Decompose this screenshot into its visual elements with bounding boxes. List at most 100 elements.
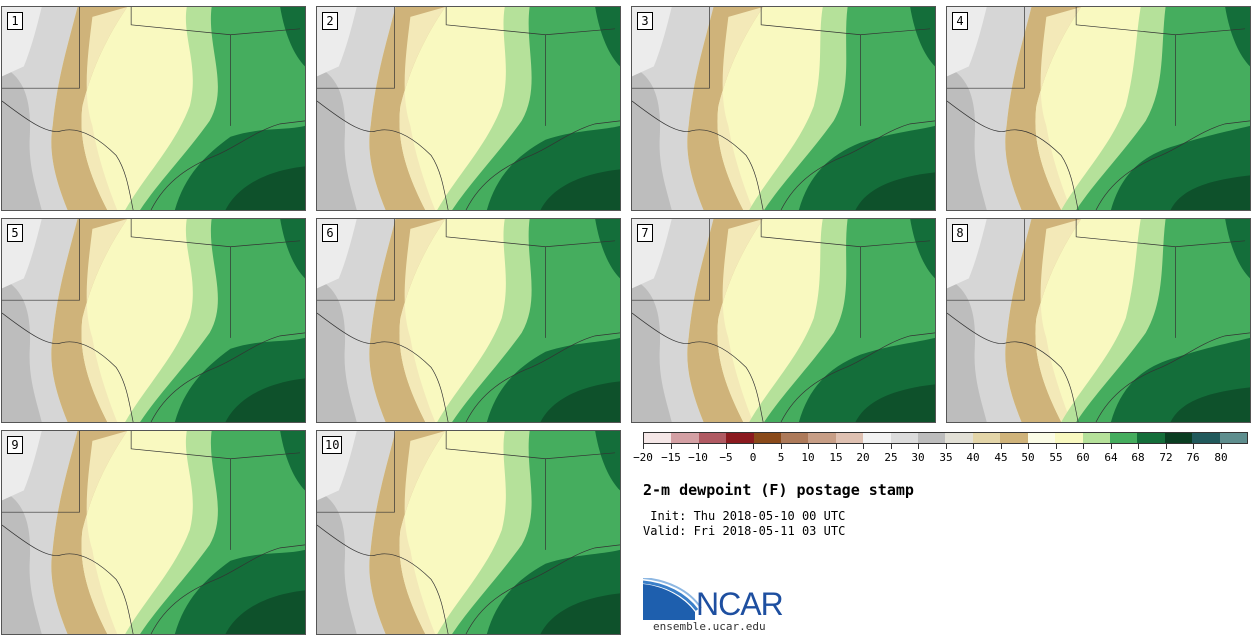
stamp-panel-7: 7 <box>631 218 936 423</box>
colorbar-tick <box>1083 444 1084 449</box>
colorbar-swatch <box>808 433 836 443</box>
colorbar-swatch <box>835 433 864 443</box>
colorbar-tick <box>643 444 644 449</box>
init-time: Init: Thu 2018-05-10 00 UTC <box>643 509 846 523</box>
colorbar-tick-label: 50 <box>1021 451 1035 464</box>
colorbar-swatch <box>726 433 754 443</box>
dewpoint-map <box>632 7 935 210</box>
colorbar-tick-label: 30 <box>911 451 925 464</box>
colorbar-tick <box>781 444 782 449</box>
ncar-logo-icon <box>643 578 702 620</box>
stamp-number: 3 <box>637 12 653 30</box>
colorbar-tick <box>973 444 974 449</box>
colorbar-tick <box>1111 444 1112 449</box>
stamp-number: 8 <box>952 224 968 242</box>
stamp-panel-1: 1 <box>1 6 306 211</box>
stamp-number: 4 <box>952 12 968 30</box>
colorbar-tick-label: 55 <box>1049 451 1063 464</box>
colorbar-tick-label: −10 <box>688 451 708 464</box>
colorbar-swatch <box>863 433 891 443</box>
colorbar-tick-label: 45 <box>994 451 1008 464</box>
colorbar-swatch <box>1192 433 1220 443</box>
colorbar-tick-label: 15 <box>829 451 843 464</box>
colorbar-tick <box>1166 444 1167 449</box>
colorbar-tick-label: 68 <box>1131 451 1145 464</box>
colorbar-ticks: −20 −15 −10 −5 0 5 10 15 20 25 30 35 40 45 50 55 60 64 68 7… <box>633 444 1248 466</box>
colorbar-tick <box>808 444 809 449</box>
colorbar-tick <box>726 444 727 449</box>
stamp-panel-9: 9 <box>1 430 306 635</box>
plot-title: 2-m dewpoint (F) postage stamp <box>643 481 914 499</box>
colorbar-tick-label: −15 <box>661 451 681 464</box>
colorbar-swatch <box>644 433 672 443</box>
colorbar-tick <box>918 444 919 449</box>
stamp-panel-3: 3 <box>631 6 936 211</box>
colorbar-tick-label: 64 <box>1104 451 1118 464</box>
colorbar-swatch <box>1164 433 1193 443</box>
stamp-panel-10: 10 <box>316 430 621 635</box>
colorbar-tick-label: 25 <box>884 451 898 464</box>
colorbar-tick <box>1221 444 1222 449</box>
colorbar-swatch <box>1109 433 1138 443</box>
dewpoint-map <box>2 219 305 422</box>
stamp-panel-6: 6 <box>316 218 621 423</box>
stamp-number: 7 <box>637 224 653 242</box>
logo-wordmark: NCAR <box>696 586 784 622</box>
colorbar-tick-label: −20 <box>633 451 653 464</box>
colorbar <box>643 432 1248 444</box>
colorbar-swatch <box>1027 433 1056 443</box>
stamp-panel-5: 5 <box>1 218 306 423</box>
colorbar-tick-label: 76 <box>1186 451 1200 464</box>
colorbar-swatch <box>972 433 1001 443</box>
colorbar-swatch <box>1055 433 1083 443</box>
colorbar-tick <box>836 444 837 449</box>
colorbar-tick <box>1056 444 1057 449</box>
colorbar-swatch <box>753 433 782 443</box>
dewpoint-map <box>317 431 620 634</box>
colorbar-swatch <box>781 433 809 443</box>
colorbar-swatch <box>671 433 699 443</box>
colorbar-tick <box>891 444 892 449</box>
stamp-panel-2: 2 <box>316 6 621 211</box>
colorbar-tick <box>1028 444 1029 449</box>
dewpoint-map <box>317 7 620 210</box>
colorbar-swatch <box>1219 433 1247 443</box>
colorbar-swatch <box>1000 433 1028 443</box>
colorbar-swatch <box>918 433 946 443</box>
colorbar-tick-label: 10 <box>801 451 815 464</box>
stamp-number: 5 <box>7 224 23 242</box>
colorbar-swatch <box>1137 433 1165 443</box>
colorbar-tick-label: 72 <box>1159 451 1173 464</box>
colorbar-tick-label: 5 <box>777 451 785 464</box>
valid-time: Valid: Fri 2018-05-11 03 UTC <box>643 524 846 538</box>
colorbar-tick-label: −5 <box>719 451 733 464</box>
dewpoint-map <box>947 7 1250 210</box>
colorbar-swatch <box>890 433 919 443</box>
colorbar-tick <box>1138 444 1139 449</box>
stamp-number: 1 <box>7 12 23 30</box>
stamp-number: 6 <box>322 224 338 242</box>
stamp-number: 2 <box>322 12 338 30</box>
colorbar-tick <box>1001 444 1002 449</box>
colorbar-swatch <box>945 433 973 443</box>
colorbar-tick-label: 20 <box>856 451 870 464</box>
colorbar-tick-label: 80 <box>1214 451 1228 464</box>
dewpoint-map <box>947 219 1250 422</box>
colorbar-swatch <box>698 433 727 443</box>
stamp-number: 10 <box>322 436 343 454</box>
dewpoint-map <box>2 7 305 210</box>
dewpoint-map <box>2 431 305 634</box>
colorbar-tick-label: 60 <box>1076 451 1090 464</box>
colorbar-tick <box>753 444 754 449</box>
dewpoint-map <box>317 219 620 422</box>
stamp-panel-4: 4 <box>946 6 1251 211</box>
site-url[interactable]: ensemble.ucar.edu <box>653 620 766 633</box>
colorbar-tick <box>1193 444 1194 449</box>
colorbar-tick-label: 0 <box>749 451 757 464</box>
stamp-panel-8: 8 <box>946 218 1251 423</box>
dewpoint-map <box>632 219 935 422</box>
colorbar-tick <box>863 444 864 449</box>
colorbar-tick <box>671 444 672 449</box>
colorbar-tick-label: 35 <box>939 451 953 464</box>
colorbar-tick-label: 40 <box>966 451 980 464</box>
